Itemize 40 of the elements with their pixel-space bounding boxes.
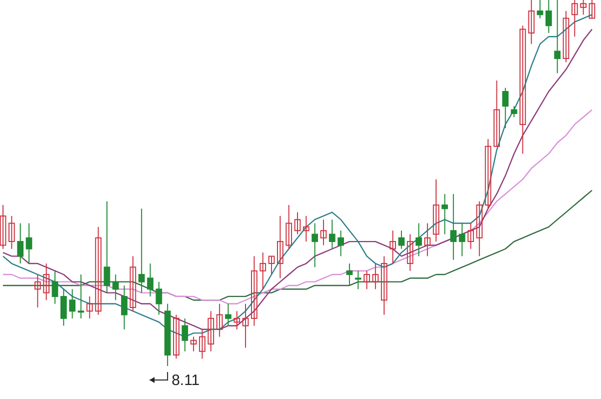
candlestick [432, 178, 440, 242]
candlestick [251, 256, 258, 326]
candlestick [520, 25, 526, 154]
candlestick [468, 222, 474, 250]
candlestick [286, 204, 292, 250]
candlestick [199, 328, 206, 360]
candlestick [588, 0, 596, 19]
candlestick [86, 296, 93, 319]
candlestick [424, 222, 431, 257]
candlestick [216, 303, 223, 338]
candlestick [276, 215, 284, 279]
text: 8.11 [172, 372, 200, 390]
candlestick [95, 226, 102, 316]
candlestick [406, 234, 414, 272]
candlestick [528, 0, 535, 44]
candlestick [8, 215, 15, 250]
candlestick [173, 314, 180, 360]
candlestick [364, 270, 370, 290]
candlestick [208, 310, 214, 352]
candlestick [268, 256, 275, 275]
candlestick [320, 219, 327, 246]
candlestick [234, 310, 240, 330]
candlestick [372, 263, 379, 290]
candlestick [390, 230, 396, 264]
candlestick [43, 263, 50, 301]
candlestick [484, 138, 492, 210]
candlestick [294, 212, 301, 235]
candlestick [302, 215, 310, 242]
candlestick [571, 0, 578, 38]
candlestick [494, 80, 500, 147]
candlestick [242, 303, 249, 348]
candlestick [34, 274, 41, 308]
candlestick [260, 252, 266, 290]
candlestick [0, 204, 6, 250]
candlestick [580, 0, 587, 16]
candlestick [380, 256, 388, 316]
candlestick [190, 336, 197, 352]
candlestick [562, 10, 570, 63]
candlestick [130, 256, 136, 312]
candlestick [476, 200, 483, 257]
